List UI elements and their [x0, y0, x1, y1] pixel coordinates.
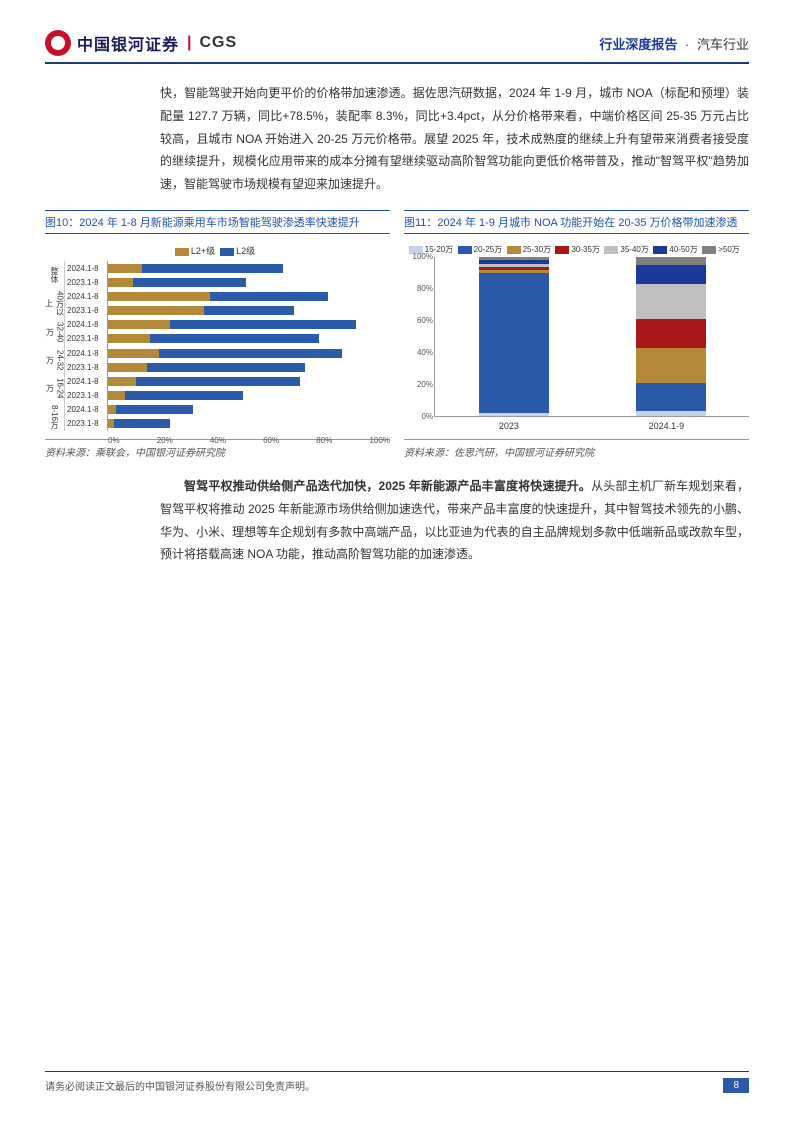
- page-footer: 请务必阅读正文最后的中国银河证券股份有限公司免责声明。 8: [45, 1071, 749, 1093]
- charts-row: 图10：2024 年 1-8 月新能源乘用车市场智能驾驶渗透率快速提升 L2+级…: [45, 210, 749, 459]
- report-type: 行业深度报告: [599, 37, 677, 52]
- logo: 中国银河证券 | CGS: [45, 30, 237, 56]
- page-header: 中国银河证券 | CGS 行业深度报告 · 汽车行业: [45, 30, 749, 64]
- chart-11-xaxis: 20232024.1-9: [434, 421, 749, 431]
- chart-10-legend: L2+级 L2级: [45, 244, 390, 257]
- chart-11-title: 图11：2024 年 1-9 月城市 NOA 功能开始在 20-35 万价格带加…: [404, 210, 749, 234]
- chart-11-area: 15-20万 20-25万 25-30万 30-35万 35-40万 40-50…: [404, 240, 749, 440]
- chart-10: 图10：2024 年 1-8 月新能源乘用车市场智能驾驶渗透率快速提升 L2+级…: [45, 210, 390, 459]
- chart-10-title: 图10：2024 年 1-8 月新能源乘用车市场智能驾驶渗透率快速提升: [45, 210, 390, 234]
- paragraph-1: 快，智能驾驶开始向更平价的价格带加速渗透。据佐思汽研数据，2024 年 1-9 …: [160, 82, 749, 196]
- chart-11: 图11：2024 年 1-9 月城市 NOA 功能开始在 20-35 万价格带加…: [404, 210, 749, 459]
- chart-11-yaxis: 100%80%60%40%20%0%: [405, 252, 433, 421]
- chart-10-periods: 2024.1-82023.1-82024.1-82023.1-82024.1-8…: [65, 261, 107, 431]
- chart-10-ygroups: 整体40万以上32-40万24-32万16-24万8-16万: [45, 261, 65, 431]
- para2-lead: 智驾平权推动供给侧产品迭代加快，2025 年新能源产品丰富度将快速提升。: [184, 479, 591, 493]
- chart-10-plot: 0%20%40%60%80%100%: [107, 261, 390, 431]
- header-right: 行业深度报告 · 汽车行业: [599, 34, 749, 53]
- chart-11-legend: 15-20万 20-25万 25-30万 30-35万 35-40万 40-50…: [404, 244, 749, 255]
- industry: 汽车行业: [697, 37, 749, 52]
- chart-10-source: 资料来源：乘联会，中国银河证券研究院: [45, 444, 390, 459]
- logo-cn: 中国银河证券: [77, 31, 179, 55]
- chart-11-plot: 100%80%60%40%20%0%: [434, 257, 749, 417]
- page-number: 8: [723, 1078, 749, 1093]
- logo-en: CGS: [200, 34, 238, 52]
- chart-11-source: 资料来源：佐思汽研，中国银河证券研究院: [404, 444, 749, 459]
- chart-10-area: L2+级 L2级 整体40万以上32-40万24-32万16-24万8-16万 …: [45, 240, 390, 440]
- logo-divider: |: [187, 34, 191, 52]
- paragraph-2: 智驾平权推动供给侧产品迭代加快，2025 年新能源产品丰富度将快速提升。从头部主…: [160, 475, 749, 566]
- logo-icon: [45, 30, 71, 56]
- chart-10-xaxis: 0%20%40%60%80%100%: [108, 436, 390, 445]
- footer-disclaimer: 请务必阅读正文最后的中国银河证券股份有限公司免责声明。: [45, 1078, 315, 1093]
